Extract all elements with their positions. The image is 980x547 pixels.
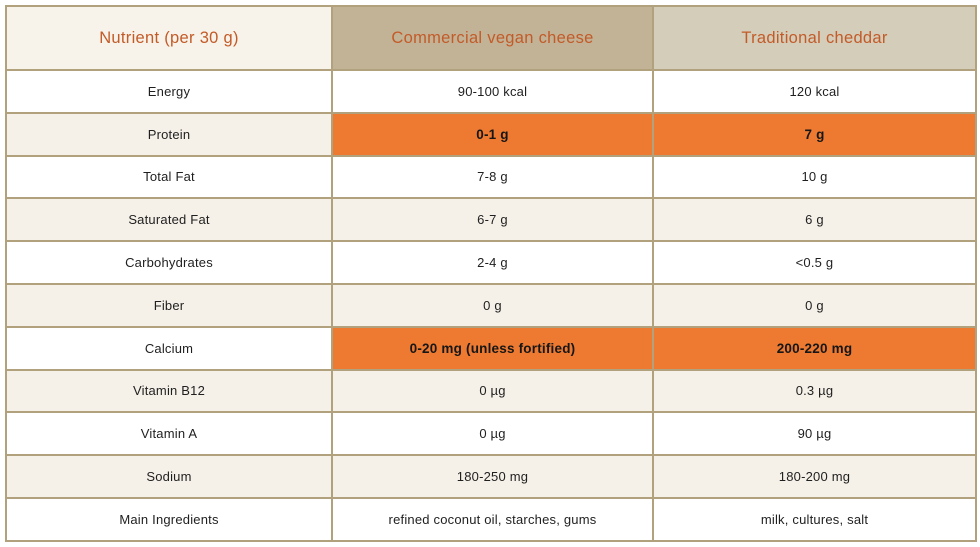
vegan-cheese-value-cell: 0 g (331, 282, 654, 328)
nutrient-name-cell: Vitamin A (5, 411, 333, 457)
table-row: Carbohydrates 2-4 g <0.5 g (5, 240, 977, 285)
traditional-cheddar-value-cell: 7 g (652, 111, 977, 157)
header-nutrient: Nutrient (per 30 g) (5, 5, 333, 71)
traditional-cheddar-value-cell: 0 g (652, 282, 977, 328)
nutrient-name-cell: Total Fat (5, 154, 333, 200)
nutrient-name-cell: Carbohydrates (5, 240, 333, 285)
table-row: Vitamin B12 0 µg 0.3 µg (5, 368, 977, 414)
table-row: Fiber 0 g 0 g (5, 282, 977, 328)
table-row: Calcium 0-20 mg (unless fortified) 200-2… (5, 325, 977, 371)
nutrient-name-cell: Fiber (5, 282, 333, 328)
nutrition-comparison-table: Nutrient (per 30 g) Commercial vegan che… (5, 5, 977, 542)
header-row: Nutrient (per 30 g) Commercial vegan che… (5, 5, 977, 71)
traditional-cheddar-value-cell: 200-220 mg (652, 325, 977, 371)
nutrient-name-cell: Saturated Fat (5, 197, 333, 243)
traditional-cheddar-value-cell: 180-200 mg (652, 454, 977, 499)
traditional-cheddar-value-cell: 0.3 µg (652, 368, 977, 414)
table-row: Sodium 180-250 mg 180-200 mg (5, 454, 977, 499)
nutrient-name-cell: Protein (5, 111, 333, 157)
vegan-cheese-value-cell: refined coconut oil, starches, gums (331, 496, 654, 542)
vegan-cheese-value-cell: 0-1 g (331, 111, 654, 157)
table-row: Saturated Fat 6-7 g 6 g (5, 197, 977, 243)
vegan-cheese-value-cell: 6-7 g (331, 197, 654, 243)
header-commercial-vegan-cheese: Commercial vegan cheese (331, 5, 654, 71)
table-row: Energy 90-100 kcal 120 kcal (5, 69, 977, 114)
traditional-cheddar-value-cell: 120 kcal (652, 69, 977, 114)
vegan-cheese-value-cell: 180-250 mg (331, 454, 654, 499)
traditional-cheddar-value-cell: milk, cultures, salt (652, 496, 977, 542)
nutrient-name-cell: Energy (5, 69, 333, 114)
traditional-cheddar-value-cell: 10 g (652, 154, 977, 200)
nutrient-name-cell: Vitamin B12 (5, 368, 333, 414)
vegan-cheese-value-cell: 90-100 kcal (331, 69, 654, 114)
traditional-cheddar-value-cell: 6 g (652, 197, 977, 243)
header-traditional-cheddar: Traditional cheddar (652, 5, 977, 71)
table-row: Main Ingredients refined coconut oil, st… (5, 496, 977, 542)
nutrient-name-cell: Sodium (5, 454, 333, 499)
table-row: Total Fat 7-8 g 10 g (5, 154, 977, 200)
traditional-cheddar-value-cell: <0.5 g (652, 240, 977, 285)
table-row: Vitamin A 0 µg 90 µg (5, 411, 977, 457)
vegan-cheese-value-cell: 0 µg (331, 411, 654, 457)
vegan-cheese-value-cell: 0 µg (331, 368, 654, 414)
nutrient-name-cell: Calcium (5, 325, 333, 371)
vegan-cheese-value-cell: 7-8 g (331, 154, 654, 200)
nutrient-name-cell: Main Ingredients (5, 496, 333, 542)
traditional-cheddar-value-cell: 90 µg (652, 411, 977, 457)
table-body: Energy 90-100 kcal 120 kcal Protein 0-1 … (5, 69, 977, 542)
table-row: Protein 0-1 g 7 g (5, 111, 977, 157)
vegan-cheese-value-cell: 2-4 g (331, 240, 654, 285)
vegan-cheese-value-cell: 0-20 mg (unless fortified) (331, 325, 654, 371)
